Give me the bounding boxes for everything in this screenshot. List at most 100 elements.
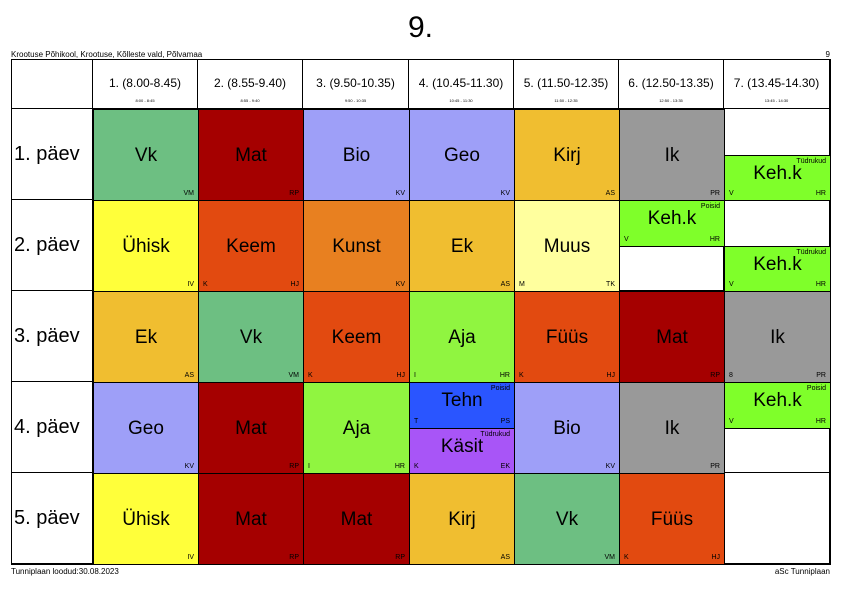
period-time: 8:00 - 8:45 (135, 98, 155, 103)
subject-name: Bio (342, 145, 371, 166)
lesson-cell[interactable]: Keem K HJ (198, 200, 304, 292)
teacher-code: PR (710, 463, 720, 470)
lesson-cell[interactable]: Füüs K HJ (514, 291, 620, 383)
subject-name: Keh.k (753, 254, 802, 275)
subject-name: Ek (450, 236, 474, 257)
period-label: 3. (9.50-10.35) (316, 76, 395, 90)
day-label: 4. päev (11, 382, 93, 473)
teacher-code: HJ (711, 554, 720, 561)
subject-name: Aja (448, 327, 476, 348)
subject-name: Tehn (441, 390, 483, 411)
lesson-cell[interactable]: Mat RP (198, 473, 304, 565)
lesson-cell[interactable]: Mat RP (619, 291, 725, 383)
created-date: Tunniplaan loodud:30.08.2023 (11, 567, 119, 576)
room-code: K (203, 281, 208, 288)
lesson-cell[interactable]: Geo KV (93, 382, 199, 474)
room-code: I (414, 372, 416, 379)
empty-slot (724, 473, 830, 564)
subject-name: Keh.k (753, 163, 802, 184)
lesson-cell[interactable]: Keh.k Tüdrukud V HR (724, 155, 831, 201)
period-label: 5. (11.50-12.35) (523, 76, 609, 90)
school-name: Krootuse Põhikool, Krootuse, Kõlleste va… (11, 50, 203, 59)
teacher-code: KV (184, 463, 194, 470)
lesson-cell[interactable]: Käsit Tüdrukud K EK (409, 428, 515, 474)
group-label: Tüdrukud (796, 249, 826, 256)
room-code: I (308, 463, 310, 470)
subject-name: Keem (226, 236, 276, 257)
room-code: K (519, 372, 524, 379)
teacher-code: IV (187, 554, 194, 561)
teacher-code: HJ (606, 372, 615, 379)
period-header: 5. (11.50-12.35) 11:50 - 12:35 (514, 59, 619, 109)
subject-name: Keh.k (753, 390, 802, 411)
teacher-code: HR (815, 281, 826, 288)
subject-name: Geo (128, 418, 164, 439)
teacher-code: IV (187, 281, 194, 288)
lesson-cell[interactable]: Ik PR (619, 109, 725, 201)
room-code: V (624, 236, 629, 243)
lesson-cell[interactable]: Mat RP (198, 382, 304, 474)
teacher-code: VM (288, 372, 300, 379)
period-header: 3. (9.50-10.35) 9:50 - 10:35 (303, 59, 409, 109)
subject-name: Vk (239, 327, 263, 348)
corner-cell (11, 59, 93, 109)
period-time: 8:55 - 9:40 (240, 98, 260, 103)
room-code: 8 (729, 372, 733, 379)
lesson-cell[interactable]: Ik 8 PR (724, 291, 831, 383)
teacher-code: KV (395, 281, 405, 288)
subject-name: Füüs (545, 327, 589, 348)
lesson-cell[interactable]: Kirj AS (409, 473, 515, 565)
lesson-cell[interactable]: Ik PR (619, 382, 725, 474)
lesson-cell[interactable]: Muus M TK (514, 200, 620, 292)
group-label: Poisid (806, 385, 826, 392)
group-label: Poisid (490, 385, 510, 392)
teacher-code: KV (605, 463, 615, 470)
subject-name: Ühisk (122, 236, 170, 257)
teacher-code: PS (500, 418, 510, 425)
subject-name: Keh.k (647, 208, 697, 229)
teacher-code: RP (710, 372, 720, 379)
teacher-code: EK (500, 463, 510, 470)
subject-name: Ik (770, 327, 785, 348)
lesson-cell[interactable]: Bio KV (514, 382, 620, 474)
period-time: 9:50 - 10:35 (344, 98, 367, 103)
teacher-code: HR (394, 463, 405, 470)
lesson-cell[interactable]: Kirj AS (514, 109, 620, 201)
lesson-cell[interactable]: Kunst KV (303, 200, 410, 292)
subject-name: Muus (543, 236, 591, 257)
room-code: M (519, 281, 525, 288)
period-time: 11:50 - 12:35 (554, 98, 578, 103)
subject-name: Ühisk (122, 509, 170, 530)
teacher-code: PR (816, 372, 826, 379)
lesson-cell[interactable]: Tehn Poisid T PS (409, 382, 515, 429)
period-header: 2. (8.55-9.40) 8:55 - 9:40 (198, 59, 303, 109)
day-label: 3. päev (11, 291, 93, 382)
teacher-code: HJ (396, 372, 405, 379)
teacher-code: VM (183, 190, 195, 197)
teacher-code: RP (395, 554, 405, 561)
room-code: K (308, 372, 313, 379)
period-header: 1. (8.00-8.45) 8:00 - 8:45 (93, 59, 198, 109)
lesson-cell[interactable]: Ek AS (93, 291, 199, 383)
period-label: 4. (10.45-11.30) (418, 76, 504, 90)
lesson-cell[interactable]: Ühisk IV (93, 200, 199, 292)
subject-name: Ik (664, 145, 680, 166)
room-code: V (729, 190, 734, 197)
timetable-frame (11, 59, 831, 565)
group-label: Tüdrukud (480, 431, 510, 438)
room-code: K (414, 463, 419, 470)
period-label: 2. (8.55-9.40) (213, 76, 287, 90)
teacher-code: KV (500, 190, 510, 197)
teacher-code: AS (500, 281, 510, 288)
lesson-cell[interactable]: Füüs K HJ (619, 473, 725, 565)
subject-name: Mat (235, 418, 267, 439)
teacher-code: PR (710, 190, 720, 197)
lesson-cell[interactable]: Keh.k Poisid V HR (619, 200, 725, 247)
teacher-code: HR (815, 418, 826, 425)
lesson-cell[interactable]: Keh.k Tüdrukud V HR (724, 246, 831, 292)
teacher-code: RP (289, 190, 299, 197)
period-time: 13:45 - 14:30 (764, 98, 789, 103)
lesson-cell[interactable]: Vk VM (514, 473, 620, 565)
room-code: T (414, 418, 419, 425)
lesson-cell[interactable]: Aja I HR (303, 382, 410, 474)
